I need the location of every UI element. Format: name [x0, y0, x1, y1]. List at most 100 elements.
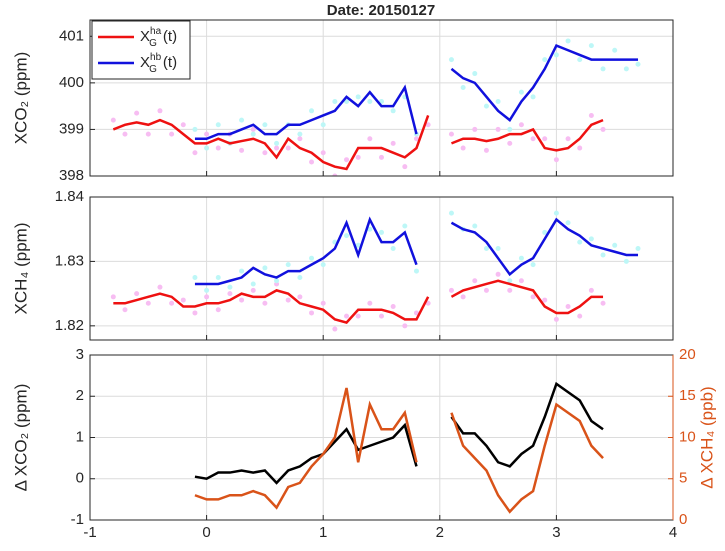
- scatter-point: [612, 242, 618, 248]
- y-tick-label: 3: [76, 346, 84, 363]
- scatter-point: [448, 287, 454, 293]
- scatter-point: [332, 326, 338, 332]
- x-tick-label: -1: [83, 524, 96, 541]
- y-tick-label: 398: [59, 167, 84, 184]
- scatter-point: [635, 246, 641, 252]
- legend-label-suffix: (t): [163, 28, 177, 45]
- scatter-point: [542, 57, 548, 63]
- scatter-point: [542, 229, 548, 235]
- scatter-point: [553, 210, 559, 216]
- scatter-point: [204, 145, 210, 151]
- scatter-point: [448, 210, 454, 216]
- scatter-point: [600, 300, 606, 306]
- scatter-point: [507, 126, 513, 132]
- scatter-point: [553, 316, 559, 322]
- legend-box: [91, 20, 191, 80]
- legend-label: Xha G (t): [140, 26, 177, 49]
- y-tick-label: 401: [59, 27, 84, 44]
- y-tick-label: 399: [59, 120, 84, 137]
- scatter-point: [204, 287, 210, 293]
- scatter-point: [623, 258, 629, 264]
- scatter-point: [379, 154, 384, 160]
- y2-axis-label: Δ XCH₄ (ppb): [697, 386, 716, 488]
- scatter-point: [518, 255, 524, 261]
- legend-label: Xhb G (t): [140, 52, 177, 75]
- scatter-point: [402, 164, 408, 170]
- scatter-point: [320, 300, 326, 306]
- scatter-point: [390, 140, 396, 146]
- scatter-point: [413, 136, 419, 142]
- scatter-point: [495, 126, 501, 132]
- scatter-point: [274, 278, 280, 284]
- scatter-point: [355, 154, 361, 160]
- y-tick-label: 2: [76, 387, 84, 404]
- scatter-point: [320, 262, 326, 268]
- scatter-point: [250, 281, 256, 287]
- scatter-point: [355, 313, 361, 319]
- legend-label-sub: G: [149, 64, 157, 75]
- scatter-point: [425, 300, 431, 306]
- scatter-point: [344, 157, 350, 163]
- scatter-point: [309, 159, 315, 165]
- scatter-point: [600, 66, 606, 72]
- scatter-point: [507, 287, 513, 293]
- series-line: [194, 381, 604, 485]
- y-tick-label: 1: [76, 428, 84, 445]
- scatter-point: [332, 173, 338, 176]
- y-tick-label: 400: [59, 74, 84, 91]
- scatter-point: [495, 271, 501, 277]
- scatter-point: [262, 122, 268, 128]
- scatter-point: [122, 307, 128, 313]
- scatter-point: [250, 287, 256, 293]
- scatter-point: [460, 294, 466, 300]
- scatter-point: [483, 103, 489, 109]
- scatter-point: [215, 307, 221, 313]
- scatter-point: [157, 108, 163, 114]
- scatter-point: [588, 236, 594, 242]
- axes-frame: [89, 19, 674, 177]
- scatter-point: [297, 131, 303, 137]
- scatter-point: [448, 57, 454, 63]
- scatter-point: [110, 117, 116, 123]
- scatter-point: [588, 112, 594, 118]
- scatter-point: [367, 300, 373, 306]
- scatter-point: [600, 252, 606, 258]
- scatter-point: [530, 94, 536, 100]
- scatter-point: [192, 310, 198, 316]
- y2-tick-label: 10: [679, 428, 696, 445]
- scatter-point: [518, 89, 524, 95]
- scatter-point: [472, 223, 478, 229]
- scatter-point: [390, 246, 396, 252]
- scatter-point: [635, 61, 641, 67]
- scatter-point: [495, 98, 501, 104]
- scatter-point: [413, 310, 419, 316]
- scatter-point: [507, 140, 513, 146]
- scatter-point: [402, 323, 408, 329]
- y2-tick-label: 15: [679, 387, 696, 404]
- axes-frame: [89, 196, 674, 341]
- scatter-point: [448, 131, 454, 137]
- scatter-point: [367, 98, 373, 104]
- scatter-point: [530, 136, 536, 142]
- x-tick-label: 1: [319, 524, 327, 541]
- scatter-point: [309, 108, 315, 114]
- scatter-point: [227, 284, 233, 290]
- y-tick-label: 1.83: [55, 252, 84, 269]
- scatter-point: [379, 229, 384, 235]
- scatter-point: [215, 122, 221, 128]
- scatter-point: [588, 43, 594, 49]
- scatter-point: [565, 38, 571, 44]
- scatter-point: [460, 85, 466, 91]
- scatter-point: [518, 122, 524, 128]
- scatter-point: [530, 294, 536, 300]
- scatter-point: [274, 140, 280, 146]
- scatter-point: [344, 313, 350, 319]
- scatter-point: [425, 122, 431, 128]
- scatter-point: [390, 108, 396, 114]
- scatter-point: [285, 297, 291, 303]
- y2-tick-label: 20: [679, 346, 696, 363]
- series-line: [194, 387, 604, 514]
- y-axis-label: XCO₂ (ppm): [11, 52, 30, 145]
